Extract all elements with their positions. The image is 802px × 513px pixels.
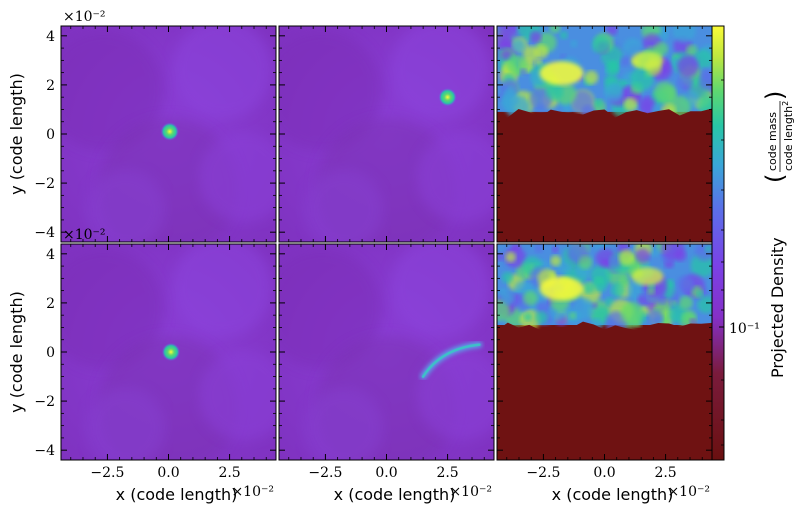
x-multiplier: ×10⁻²: [231, 484, 274, 500]
y-axis-label: y (code length): [7, 291, 26, 413]
panel-mottle: [390, 244, 491, 338]
colorbar: 10⁻¹ Projected Density ( code mass code …: [711, 25, 795, 461]
y-tick-label: −2: [34, 394, 55, 410]
x-tick-label: 0.0: [157, 465, 179, 481]
y-multiplier: ×10⁻²: [63, 227, 106, 243]
density-panel: [279, 244, 494, 460]
x-tick-label: 0.0: [593, 465, 615, 481]
y-tick-label: 2: [46, 78, 55, 94]
x-axis-label: x (code length): [552, 485, 674, 504]
panel-mottle: [279, 30, 382, 151]
colorbar-tick-label: 10⁻¹: [729, 321, 760, 337]
y-tick-label: −4: [34, 225, 55, 241]
dense-band: [497, 244, 712, 345]
y-axis-label: y (code length): [7, 73, 26, 195]
panel-mottle: [303, 387, 384, 460]
dense-filament-core: [421, 343, 481, 378]
dense-core: [631, 51, 664, 70]
colorbar-label: Projected Density ( code mass code lengt…: [761, 91, 795, 378]
dense-core: [631, 267, 664, 286]
y-tick-label: −2: [34, 176, 55, 192]
y-tick-label: 2: [46, 296, 55, 312]
colorbar-unit-numerator: code mass: [766, 112, 779, 171]
x-tick-label: 2.5: [436, 465, 458, 481]
density-panel: [61, 244, 276, 460]
x-tick-label: 0.0: [375, 465, 397, 481]
panel-mottle: [390, 26, 491, 120]
panel-mottle: [61, 30, 164, 151]
y-tick-label: 0: [46, 127, 55, 143]
density-panel: [279, 26, 494, 242]
dense-band: [497, 26, 712, 132]
x-tick-label: 2.5: [218, 465, 240, 481]
density-panel: [497, 26, 712, 242]
panel-mottle: [61, 248, 164, 369]
panel-mottle: [85, 169, 166, 242]
panel-mottle: [172, 26, 273, 120]
dense-clump: [160, 122, 179, 141]
y-tick-label: 4: [46, 29, 55, 45]
x-tick-label: 2.5: [654, 465, 676, 481]
density-panel: [497, 244, 712, 460]
x-axis-label: x (code length): [334, 485, 456, 504]
colorbar-unit-paren-close: ): [761, 91, 789, 100]
x-tick-label: −2.5: [526, 465, 560, 481]
colorbar-unit-paren-open: (: [761, 174, 789, 183]
panel-mottle: [279, 248, 382, 369]
panel-mottle: [303, 169, 384, 242]
y-multiplier: ×10⁻²: [63, 9, 106, 25]
colorbar-label-main: Projected Density: [768, 237, 787, 378]
x-tick-label: −2.5: [308, 465, 342, 481]
panel-mottle: [416, 132, 494, 223]
panel-mottle: [198, 350, 276, 441]
x-axis-label: x (code length): [116, 485, 238, 504]
panel-mottle: [172, 244, 273, 338]
dense-core: [539, 276, 584, 301]
panel-mottle: [198, 132, 276, 223]
density-panel: [61, 26, 276, 242]
x-multiplier: ×10⁻²: [667, 484, 710, 500]
panel-mottle: [416, 350, 494, 441]
x-tick-label: −2.5: [90, 465, 124, 481]
dense-core: [539, 61, 584, 86]
dense-clump: [438, 88, 457, 107]
x-multiplier: ×10⁻²: [449, 484, 492, 500]
dense-clump: [161, 343, 180, 361]
colorbar-gradient: [711, 25, 725, 461]
colorbar-unit-denominator: code length2: [781, 101, 795, 171]
y-tick-label: 0: [46, 345, 55, 361]
y-tick-label: −4: [34, 443, 55, 459]
y-tick-label: 4: [46, 247, 55, 263]
panel-mottle: [85, 387, 166, 460]
